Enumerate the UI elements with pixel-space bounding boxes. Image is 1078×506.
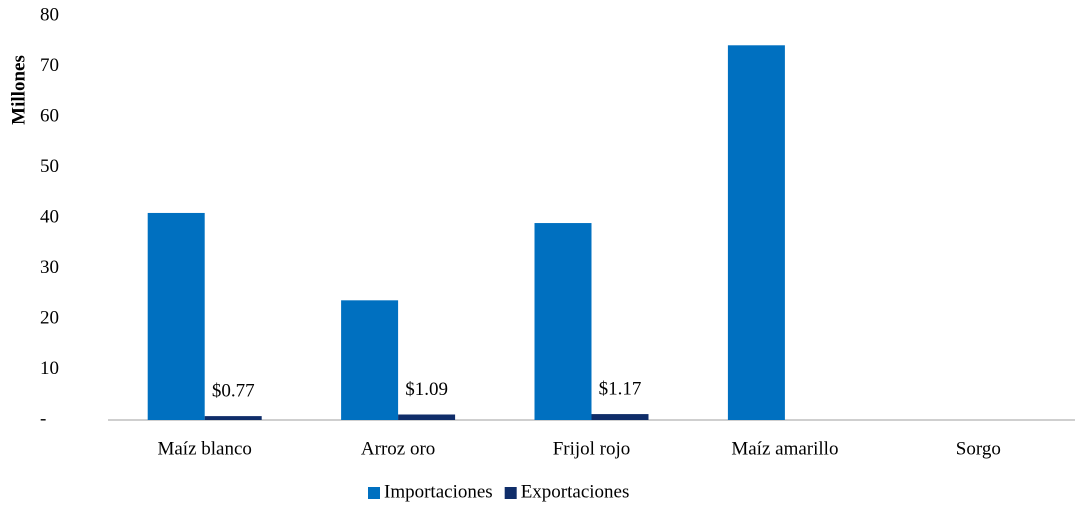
bar	[534, 223, 592, 420]
bar	[591, 414, 649, 420]
legend-label: Importaciones	[384, 481, 493, 502]
y-tick-label: 10	[40, 358, 59, 379]
bar	[398, 414, 456, 420]
bar	[727, 45, 785, 420]
y-axis-label: Millones	[8, 55, 29, 125]
x-tick-label: Maíz amarillo	[731, 438, 838, 459]
y-tick-label: 20	[40, 307, 59, 328]
x-tick-label: Sorgo	[956, 438, 1001, 459]
bar	[341, 300, 399, 420]
y-tick-label: 60	[40, 105, 59, 126]
x-tick-label: Arroz oro	[361, 438, 435, 459]
x-tick-label: Maíz blanco	[157, 438, 251, 459]
y-tick-label: 40	[40, 206, 59, 227]
bar	[204, 416, 262, 420]
legend-swatch	[504, 487, 517, 499]
x-tick-label: Frijol rojo	[553, 438, 631, 459]
y-tick-label: 30	[40, 257, 59, 278]
y-tick-label: 70	[40, 55, 59, 76]
y-tick-label: -	[40, 408, 46, 429]
legend-swatch	[368, 487, 380, 499]
data-label: $1.17	[599, 378, 642, 399]
legend-label: Exportaciones	[521, 481, 630, 502]
data-label: $0.77	[212, 380, 255, 401]
data-label: $1.09	[405, 379, 448, 400]
bar	[147, 212, 205, 420]
y-tick-label: 80	[40, 4, 59, 25]
y-tick-label: 50	[40, 156, 59, 177]
